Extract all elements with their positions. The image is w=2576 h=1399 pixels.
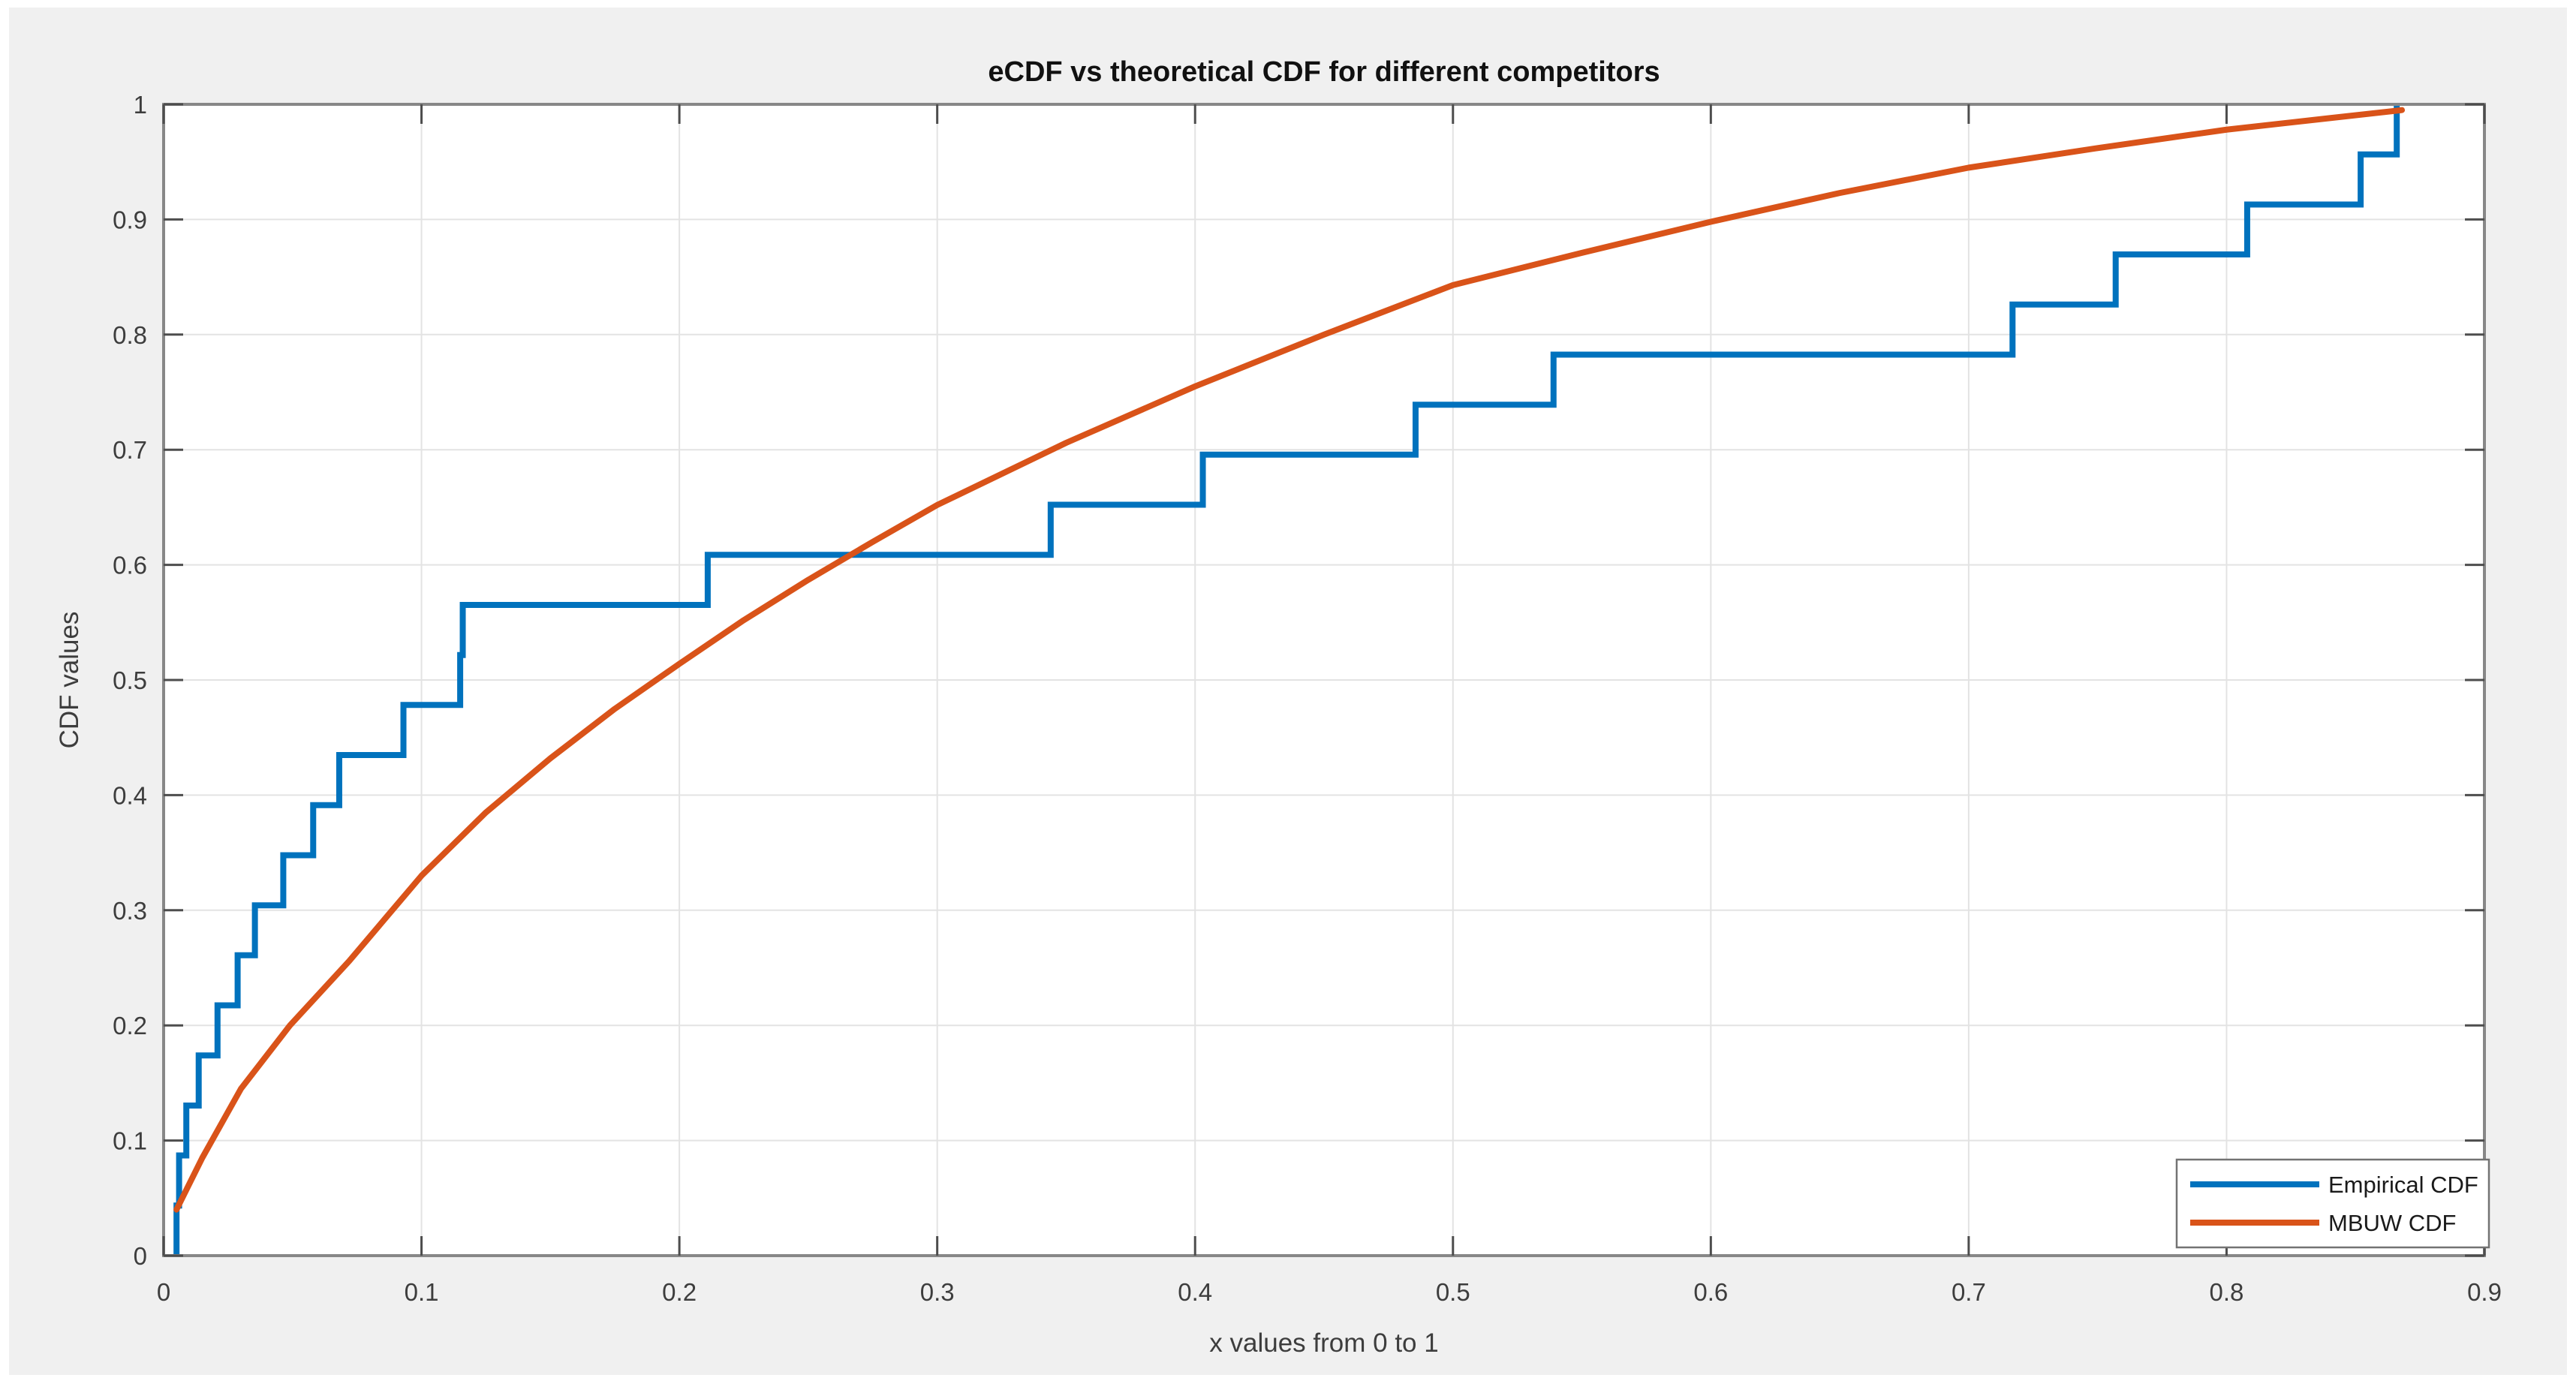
x-tick-labels: 0 0.1 0.2 0.3 0.4 0.5 0.6 0.7 0.8 0.9 xyxy=(157,1278,2502,1306)
x-tick-label: 0.6 xyxy=(1693,1278,1728,1306)
x-tick-label: 0.3 xyxy=(920,1278,955,1306)
y-tick-label: 0 xyxy=(134,1242,147,1270)
x-tick-label: 0.9 xyxy=(2467,1278,2502,1306)
x-axis-label: x values from 0 to 1 xyxy=(1209,1328,1438,1358)
y-tick-label: 0.9 xyxy=(113,206,147,233)
legend[interactable]: Empirical CDF MBUW CDF xyxy=(2175,1158,2490,1249)
axes-box xyxy=(162,103,2486,1257)
x-tick-label: 0 xyxy=(157,1278,170,1306)
y-tick-label: 0.4 xyxy=(113,781,147,809)
x-tick-label: 0.2 xyxy=(662,1278,697,1306)
data-series xyxy=(173,104,2406,1256)
x-tick-label: 0.7 xyxy=(1952,1278,1986,1306)
y-tick-label: 0.5 xyxy=(113,666,147,694)
x-tick-label: 0.5 xyxy=(1436,1278,1470,1306)
x-tick-label: 0.1 xyxy=(405,1278,439,1306)
y-tick-label: 0.6 xyxy=(113,552,147,579)
legend-box[interactable] xyxy=(2175,1158,2490,1249)
y-tick-label: 1 xyxy=(134,91,147,119)
chart-title: eCDF vs theoretical CDF for different co… xyxy=(988,56,1660,88)
x-tick-label: 0.4 xyxy=(1178,1278,1212,1306)
legend-item-mbuw-cdf: MBUW CDF xyxy=(2328,1210,2456,1236)
y-tick-labels: 0 0.1 0.2 0.3 0.4 0.5 0.6 0.7 0.8 0.9 1 xyxy=(113,91,147,1270)
legend-item-empirical-cdf: Empirical CDF xyxy=(2328,1172,2478,1198)
y-tick-label: 0.7 xyxy=(113,436,147,464)
x-tick-label: 0.8 xyxy=(2210,1278,2244,1306)
y-tick-label: 0.1 xyxy=(113,1127,147,1155)
y-tick-label: 0.3 xyxy=(113,897,147,925)
mbuw-cdf-line xyxy=(173,107,2406,1213)
y-tick-label: 0.2 xyxy=(113,1012,147,1039)
y-axis-label: CDF values xyxy=(55,612,84,749)
empirical-cdf-line xyxy=(173,104,2400,1256)
y-tick-label: 0.8 xyxy=(113,321,147,349)
